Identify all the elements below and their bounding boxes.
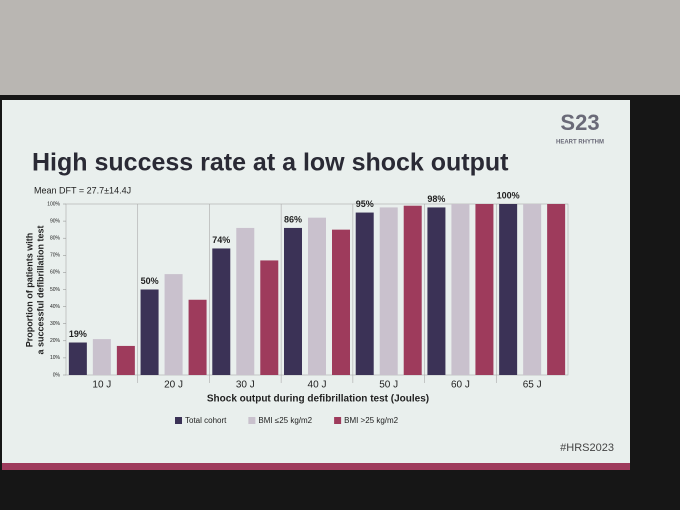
- legend-label: BMI >25 kg/m2: [344, 416, 399, 425]
- y-axis-label: a successful defibrillation test: [35, 225, 45, 354]
- bar: [547, 204, 566, 375]
- value-label: 50%: [141, 276, 159, 286]
- legend-swatch: [175, 417, 182, 424]
- x-tick-label: 65 J: [523, 380, 542, 391]
- y-tick-label: 10%: [50, 355, 61, 361]
- value-label: 98%: [427, 194, 445, 204]
- y-tick-label: 50%: [50, 287, 61, 293]
- x-tick-label: 60 J: [451, 380, 470, 391]
- y-tick-label: 40%: [50, 304, 61, 310]
- y-tick-label: 20%: [50, 338, 61, 344]
- bar: [116, 345, 135, 375]
- slide-stripe: [2, 463, 630, 470]
- y-axis-label: Proportion of patients with: [24, 233, 34, 348]
- x-axis-label: Shock output during defibrillation test …: [207, 394, 429, 405]
- bar: [260, 260, 279, 375]
- bar: [379, 207, 398, 375]
- x-tick-label: 40 J: [308, 380, 327, 391]
- legend-swatch: [248, 417, 256, 424]
- bar: [284, 227, 302, 375]
- x-tick-label: 10 J: [92, 380, 111, 391]
- hashtag: #HRS2023: [560, 442, 614, 454]
- chart-title: High success rate at a low shock output: [32, 149, 509, 177]
- ceiling: [0, 0, 680, 95]
- logo-mark: S23: [560, 110, 599, 135]
- legend-swatch: [334, 417, 342, 424]
- bar: [403, 205, 422, 375]
- value-label: 86%: [284, 214, 302, 224]
- value-label: 74%: [212, 235, 230, 245]
- y-tick-label: 70%: [50, 253, 61, 259]
- y-tick-label: 80%: [50, 236, 61, 242]
- bar: [523, 204, 542, 375]
- bar: [475, 204, 494, 375]
- bar: [451, 204, 470, 375]
- y-tick-label: 90%: [50, 218, 61, 224]
- x-tick-label: 50 J: [379, 380, 398, 391]
- bar: [427, 207, 446, 375]
- bar: [68, 342, 87, 375]
- bar: [164, 274, 183, 375]
- bar: [355, 212, 374, 375]
- bar: [499, 204, 518, 375]
- bar: [140, 289, 159, 375]
- y-tick-label: 0%: [53, 372, 61, 378]
- y-tick-label: 100%: [47, 201, 60, 207]
- value-label: 95%: [356, 199, 374, 209]
- bar: [188, 299, 207, 375]
- y-tick-label: 30%: [50, 321, 61, 327]
- bar: [236, 227, 255, 375]
- subtitle: Mean DFT = 27.7±14.4J: [34, 185, 131, 195]
- bar: [92, 339, 111, 375]
- y-tick-label: 60%: [50, 270, 61, 276]
- bar: [332, 229, 350, 375]
- value-label: 19%: [69, 329, 87, 339]
- logo-text: HEART RHYTHM: [556, 140, 604, 146]
- legend-label: BMI ≤25 kg/m2: [258, 416, 312, 425]
- x-tick-label: 20 J: [164, 380, 183, 391]
- value-label: 100%: [497, 190, 520, 200]
- legend-label: Total cohort: [185, 416, 227, 425]
- bar: [308, 217, 326, 375]
- x-tick-label: 30 J: [236, 380, 255, 391]
- bar: [212, 248, 231, 375]
